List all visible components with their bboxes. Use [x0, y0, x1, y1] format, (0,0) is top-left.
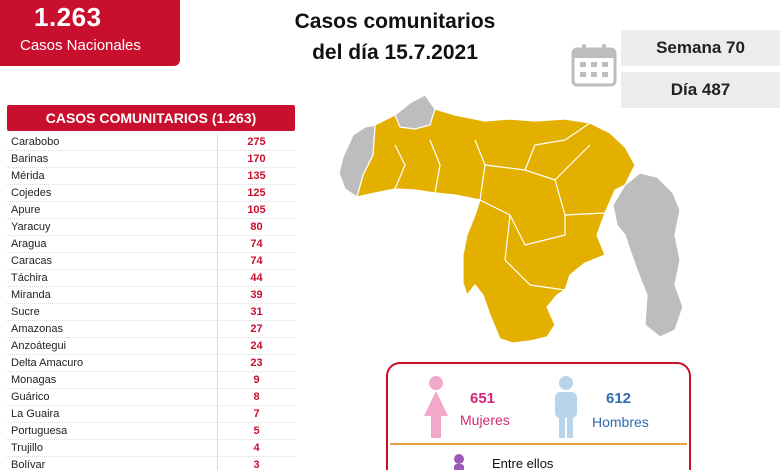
table-row: Amazonas 27 [7, 321, 295, 338]
state-cases: 4 [217, 440, 295, 456]
female-label: Mujeres [460, 412, 510, 428]
title-line-1: Casos comunitarios [294, 10, 496, 33]
table-row: Sucre 31 [7, 304, 295, 321]
between-label: Entre ellos [492, 456, 554, 470]
state-cases: 31 [217, 304, 295, 320]
map-unaffected-region-north [394, 94, 436, 130]
state-cases: 5 [217, 423, 295, 439]
table-row: Bolívar 3 [7, 457, 295, 470]
state-name: Guárico [11, 391, 50, 403]
venezuela-map [338, 94, 684, 344]
table-row: Apure 105 [7, 202, 295, 219]
state-name: Táchira [11, 272, 48, 284]
page-title: Casos comunitarios del día 15.7.2021 [250, 6, 540, 68]
state-name: Caracas [11, 255, 52, 267]
map-unaffected-region-east [612, 172, 684, 338]
national-cases-label: Casos Nacionales [20, 37, 141, 54]
state-cases: 7 [217, 406, 295, 422]
state-name: Sucre [11, 306, 40, 318]
state-name: Trujillo [11, 442, 43, 454]
state-name: Bolívar [11, 459, 46, 470]
state-cases: 125 [217, 185, 295, 201]
table-row: Monagas 9 [7, 372, 295, 389]
state-cases: 135 [217, 168, 295, 184]
table-row: Cojedes 125 [7, 185, 295, 202]
female-icon [424, 376, 448, 438]
state-cases: 105 [217, 202, 295, 218]
state-name: Yaracuy [11, 221, 51, 233]
state-name: La Guaira [11, 408, 60, 420]
gender-divider [390, 443, 687, 445]
table-row: Yaracuy 80 [7, 219, 295, 236]
table-row: Trujillo 4 [7, 440, 295, 457]
table-rows: Carabobo 275 Barinas 170 Mérida 135 Cojedes… [7, 134, 295, 470]
table-row: Portuguesa 5 [7, 423, 295, 440]
state-name: Apure [11, 204, 41, 216]
table-row: Guárico 8 [7, 389, 295, 406]
state-cases: 74 [217, 253, 295, 269]
map-unaffected-region-west [338, 124, 376, 198]
state-name: Monagas [11, 374, 57, 386]
table-row: Miranda 39 [7, 287, 295, 304]
state-name: Anzoátegui [11, 340, 67, 352]
community-cases-table: CASOS COMUNITARIOS (1.263) Carabobo 275 B… [7, 105, 295, 470]
state-cases: 74 [217, 236, 295, 252]
table-row: La Guaira 7 [7, 406, 295, 423]
state-name: Aragua [11, 238, 47, 250]
state-cases: 23 [217, 355, 295, 371]
state-cases: 275 [217, 134, 295, 150]
state-name: Portuguesa [11, 425, 68, 437]
week-box: Semana 70 [621, 30, 780, 66]
table-row: Aragua 74 [7, 236, 295, 253]
state-name: Delta Amacuro [11, 357, 84, 369]
gender-card: 651 Mujeres 612 Hombres Entre ellos [386, 362, 691, 470]
state-name: Cojedes [11, 187, 52, 199]
national-cases-badge: 1.263 Casos Nacionales [0, 0, 180, 66]
female-count: 651 [470, 390, 496, 407]
male-count: 612 [606, 390, 632, 407]
table-row: Barinas 170 [7, 151, 295, 168]
state-cases: 44 [217, 270, 295, 286]
child-icon [454, 454, 464, 470]
male-icon [555, 376, 577, 438]
calendar-icon [571, 44, 617, 87]
map-affected-region [356, 106, 636, 344]
state-cases: 170 [217, 151, 295, 167]
table-row: Táchira 44 [7, 270, 295, 287]
table-row: Caracas 74 [7, 253, 295, 270]
state-cases: 9 [217, 372, 295, 388]
table-row: Carabobo 275 [7, 134, 295, 151]
table-row: Anzoátegui 24 [7, 338, 295, 355]
state-name: Carabobo [11, 136, 60, 148]
state-name: Amazonas [11, 323, 63, 335]
state-name: Miranda [11, 289, 51, 301]
male-label: Hombres [592, 414, 649, 430]
state-name: Mérida [11, 170, 45, 182]
table-header: CASOS COMUNITARIOS (1.263) [7, 105, 295, 131]
state-cases: 27 [217, 321, 295, 337]
state-cases: 3 [217, 457, 295, 470]
state-cases: 80 [217, 219, 295, 235]
state-cases: 24 [217, 338, 295, 354]
table-row: Mérida 135 [7, 168, 295, 185]
table-row: Delta Amacuro 23 [7, 355, 295, 372]
day-box: Día 487 [621, 72, 780, 108]
state-cases: 39 [217, 287, 295, 303]
state-cases: 8 [217, 389, 295, 405]
title-line-2: del día 15.7.2021 [312, 41, 478, 64]
state-name: Barinas [11, 153, 49, 165]
national-cases-total: 1.263 [34, 2, 102, 32]
